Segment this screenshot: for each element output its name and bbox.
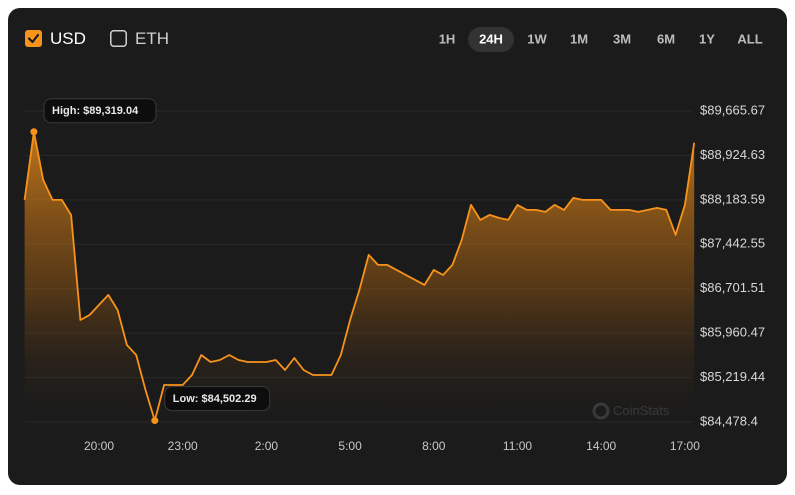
x-tick-label: 5:00 <box>338 439 362 453</box>
high-label-box <box>43 98 157 124</box>
x-tick-label: 2:00 <box>255 439 279 453</box>
watermark: CoinStats <box>613 403 670 418</box>
range-button[interactable]: 6M <box>657 31 675 46</box>
currency-toggle[interactable]: ETH <box>110 29 169 48</box>
range-button[interactable]: 1W <box>527 31 547 46</box>
range-button-label[interactable]: 3M <box>613 31 631 46</box>
range-button[interactable]: 1H <box>439 31 456 46</box>
checkbox-checked[interactable] <box>25 30 42 47</box>
range-button-label[interactable]: 1M <box>570 31 588 46</box>
x-tick-label: 23:00 <box>168 439 198 453</box>
checkbox[interactable] <box>110 30 127 47</box>
low-label-box <box>164 386 271 412</box>
x-tick-label: 14:00 <box>586 439 616 453</box>
toggle-label[interactable]: ETH <box>135 29 169 48</box>
high-marker <box>30 128 38 136</box>
watermark-icon <box>592 402 610 420</box>
range-button-label[interactable]: 1W <box>527 31 547 46</box>
range-button-label[interactable]: 1H <box>439 31 456 46</box>
range-button-label[interactable]: ALL <box>737 31 762 46</box>
y-tick-label: $89,665.67 <box>700 102 765 117</box>
high-label: High: $89,319.04 <box>52 105 139 117</box>
y-tick-label: $84,478.4 <box>700 413 758 428</box>
checkmark <box>27 33 40 44</box>
x-tick-label: 8:00 <box>422 439 446 453</box>
range-button-label[interactable]: 1Y <box>699 31 715 46</box>
low-marker <box>151 417 159 425</box>
price-area <box>24 131 695 423</box>
y-tick-label: $85,960.47 <box>700 325 765 340</box>
price-line <box>23 130 696 422</box>
range-button[interactable]: 1Y <box>699 31 715 46</box>
range-button-label[interactable]: 24H <box>479 31 503 46</box>
low-label: Low: $84,502.29 <box>173 393 257 405</box>
plot <box>23 128 696 425</box>
range-button[interactable]: ALL <box>737 31 762 46</box>
x-tick-label: 20:00 <box>84 439 114 453</box>
toggle-label[interactable]: USD <box>50 29 86 48</box>
y-tick-label: $85,219.44 <box>700 369 765 384</box>
y-tick-label: $88,183.59 <box>700 191 765 206</box>
labels: $89,665.67 $88,924.63 $88,183.59 $87,442.55… <box>43 98 765 453</box>
x-tick-label: 17:00 <box>670 439 700 453</box>
y-tick-label: $88,924.63 <box>700 147 765 162</box>
range-button[interactable]: 1M <box>570 31 588 46</box>
toolbar: USD ETH 1H 24H 1W 1M 3M 6M 1Y ALL <box>25 27 763 52</box>
range-button-label[interactable]: 6M <box>657 31 675 46</box>
x-tick-label: 11:00 <box>503 439 532 453</box>
range-button-bg[interactable] <box>468 27 514 52</box>
currency-toggle[interactable]: USD <box>25 29 86 48</box>
y-tick-label: $87,442.55 <box>700 236 765 251</box>
range-button[interactable]: 3M <box>613 31 631 46</box>
range-button[interactable]: 24H <box>468 27 514 52</box>
y-tick-label: $86,701.51 <box>700 280 765 295</box>
